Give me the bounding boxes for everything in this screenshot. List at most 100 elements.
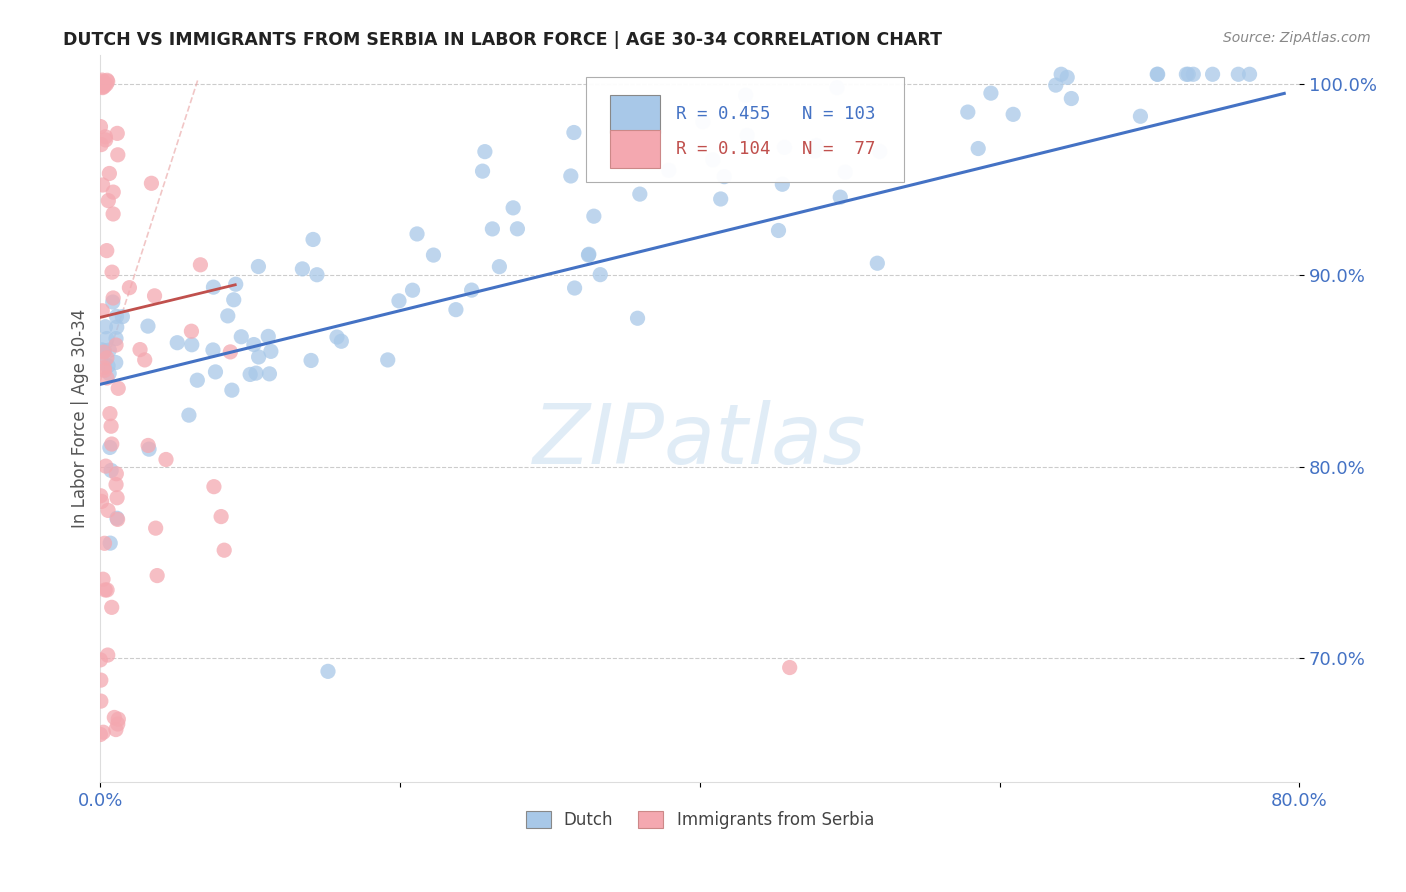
Point [779,660,801,674]
Point [502,201,524,215]
Point [96,244,118,258]
FancyBboxPatch shape [610,130,661,168]
Point [209,509,232,524]
Text: DUTCH VS IMMIGRANTS FROM SERBIA IN LABOR FORCE | AGE 30-34 CORRELATION CHART: DUTCH VS IMMIGRANTS FROM SERBIA IN LABOR… [63,31,942,49]
Point [692,114,714,128]
Point [1045,78,1067,92]
Point [141,176,163,190]
Text: Source: ZipAtlas.com: Source: ZipAtlas.com [1223,31,1371,45]
Point [93,345,115,359]
Point [773,140,796,154]
Point [93,76,115,90]
Point [97,194,120,208]
Point [94,582,117,597]
Point [260,344,283,359]
Point [222,293,245,307]
Point [100,437,122,451]
Point [1050,67,1073,81]
Point [422,248,444,262]
Point [326,330,349,344]
Point [770,178,793,192]
Point [91,74,114,88]
Point [90,78,112,92]
Point [1227,67,1250,81]
Point [93,536,115,550]
Point [93,79,115,94]
Point [291,261,314,276]
FancyBboxPatch shape [610,95,661,133]
Point [105,491,128,505]
Point [202,480,225,494]
Point [107,381,129,395]
Point [107,148,129,162]
Point [100,600,122,615]
Point [1146,67,1168,81]
Point [118,280,141,294]
Point [89,120,111,134]
Point [1002,107,1025,121]
Point [180,337,202,351]
Point [806,138,828,153]
Point [471,164,494,178]
Point [90,694,112,708]
Point [97,503,120,517]
Point [98,407,121,421]
Point [562,126,585,140]
Point [134,352,156,367]
Point [186,373,208,387]
Point [488,260,510,274]
Point [804,144,827,158]
Point [628,187,651,202]
Y-axis label: In Labor Force | Age 30-34: In Labor Force | Age 30-34 [72,310,89,528]
Point [91,725,114,739]
Point [1056,70,1078,85]
Point [444,302,467,317]
Point [219,344,242,359]
Point [90,78,112,92]
Point [768,223,790,237]
Point [257,329,280,343]
Point [626,311,648,326]
Point [146,568,169,582]
Point [145,521,167,535]
Point [245,366,267,380]
Point [97,74,120,88]
Point [330,334,353,349]
Point [212,543,235,558]
Text: R = 0.104   N =  77: R = 0.104 N = 77 [676,140,876,158]
Point [93,363,115,377]
Point [98,441,121,455]
Point [94,133,117,147]
Point [107,512,129,526]
Point [98,166,121,180]
Point [96,77,118,91]
Point [710,192,733,206]
Point [825,80,848,95]
Point [1182,67,1205,81]
Point [105,477,128,491]
Point [474,145,496,159]
Point [231,330,253,344]
Point [202,280,225,294]
Point [89,653,111,667]
Point [96,371,118,385]
Point [105,511,128,525]
Point [104,723,127,737]
Point [506,222,529,236]
Point [100,463,122,477]
Point [97,648,120,662]
Point [578,248,600,262]
Point [90,673,112,687]
Point [1129,109,1152,123]
Point [104,355,127,369]
Point [217,309,239,323]
Point [460,283,482,297]
Point [967,141,990,155]
Point [91,178,114,192]
Point [94,129,117,144]
Point [111,310,134,324]
Point [578,247,600,261]
Point [180,324,202,338]
Point [1177,67,1199,81]
Point [105,338,128,352]
